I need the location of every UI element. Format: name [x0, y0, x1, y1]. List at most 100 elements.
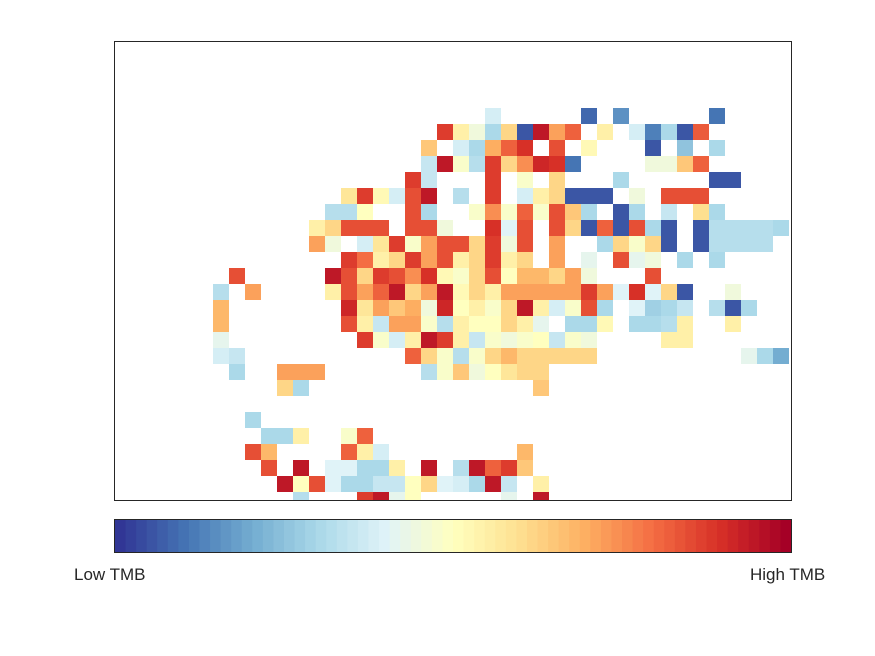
heatmap-cell [549, 140, 565, 156]
heatmap-cell [389, 268, 405, 284]
heatmap-cell [469, 252, 485, 268]
heatmap-cell [629, 252, 645, 268]
heatmap-cell [613, 236, 629, 252]
colorbar-step [474, 520, 486, 552]
heatmap-cell [405, 204, 421, 220]
colorbar-step [410, 520, 422, 552]
heatmap-cell [389, 316, 405, 332]
heatmap-cell [485, 284, 501, 300]
heatmap-cell [565, 156, 581, 172]
heatmap-cell [565, 268, 581, 284]
heatmap-cell [533, 332, 549, 348]
heatmap-cell [469, 204, 485, 220]
heatmap-cell [613, 204, 629, 220]
colorbar-step [136, 520, 148, 552]
heatmap-cell [469, 236, 485, 252]
heatmap-cell [421, 156, 437, 172]
heatmap-cell [293, 460, 309, 476]
heatmap-cell [693, 236, 709, 252]
heatmap-cell [437, 284, 453, 300]
heatmap-cell [357, 268, 373, 284]
colorbar-step [643, 520, 655, 552]
heatmap-cell [469, 364, 485, 380]
heatmap-cell [389, 284, 405, 300]
heatmap-cell [213, 332, 229, 348]
heatmap-cell [261, 444, 277, 460]
colorbar-step [505, 520, 517, 552]
colorbar-step [188, 520, 201, 552]
heatmap-cell [453, 300, 469, 316]
colorbar-step [252, 520, 264, 552]
colorbar-step [336, 520, 348, 552]
colorbar-step [273, 520, 285, 552]
heatmap-cell [405, 348, 421, 364]
heatmap-cell [405, 220, 421, 236]
heatmap-cell [645, 252, 661, 268]
heatmap-cell [389, 332, 405, 348]
heatmap-cell [453, 188, 469, 204]
heatmap-cell [565, 204, 581, 220]
heatmap-cell [549, 332, 565, 348]
heatmap-cell [405, 316, 421, 332]
heatmap-cell [293, 364, 309, 380]
heatmap-cell [325, 236, 341, 252]
colorbar-step [590, 520, 602, 552]
heatmap-cell [565, 348, 581, 364]
heatmap-cell [501, 332, 517, 348]
heatmap-cell [261, 428, 277, 444]
heatmap-cell [309, 476, 325, 492]
heatmap-cell [485, 348, 501, 364]
heatmap-cell [469, 300, 485, 316]
heatmap-cell [277, 364, 293, 380]
heatmap-cell [533, 380, 549, 396]
heatmap-cell [645, 268, 661, 284]
heatmap-cell [661, 204, 677, 220]
heatmap-cell [421, 220, 437, 236]
heatmap-cell [357, 476, 373, 492]
heatmap-cell [517, 284, 533, 300]
heatmap-cell [357, 300, 373, 316]
heatmap-cell [309, 220, 325, 236]
heatmap-cell [485, 332, 501, 348]
heatmap-cell [277, 476, 293, 492]
heatmap-cell [677, 284, 693, 300]
colorbar-step [579, 520, 591, 552]
heatmap-cell [325, 204, 341, 220]
heatmap-cell [629, 220, 645, 236]
heatmap-cell [245, 444, 261, 460]
heatmap-cell [517, 268, 533, 284]
heatmap-cell [677, 124, 693, 140]
heatmap-cell [421, 268, 437, 284]
heatmap-cell [549, 252, 565, 268]
colorbar-step [780, 520, 791, 552]
heatmap-cell [213, 284, 229, 300]
heatmap-cell [437, 332, 453, 348]
heatmap-cell [501, 140, 517, 156]
heatmap-cell [469, 268, 485, 284]
heatmap-cell [549, 124, 565, 140]
heatmap-cell [549, 172, 565, 188]
heatmap-cell [485, 220, 501, 236]
heatmap-cell [517, 172, 533, 188]
heatmap-cell [469, 460, 485, 476]
heatmap-cell [501, 492, 517, 500]
heatmap-cell [453, 156, 469, 172]
colorbar-step [664, 520, 676, 552]
heatmap-cell [485, 108, 501, 124]
heatmap-cell [453, 364, 469, 380]
heatmap-cell [373, 220, 389, 236]
heatmap-cell [629, 236, 645, 252]
heatmap-cell [341, 284, 357, 300]
heatmap-cell [325, 460, 341, 476]
heatmap-cell [405, 172, 421, 188]
heatmap-cell [405, 252, 421, 268]
heatmap-cell [629, 188, 645, 204]
heatmap-cell [373, 268, 389, 284]
colorbar-step [178, 520, 190, 552]
heatmap-cell [421, 300, 437, 316]
colorbar-step [548, 520, 560, 552]
heatmap-cell [437, 268, 453, 284]
heatmap-cell [357, 460, 373, 476]
heatmap-cell [453, 348, 469, 364]
heatmap-cell [581, 332, 597, 348]
